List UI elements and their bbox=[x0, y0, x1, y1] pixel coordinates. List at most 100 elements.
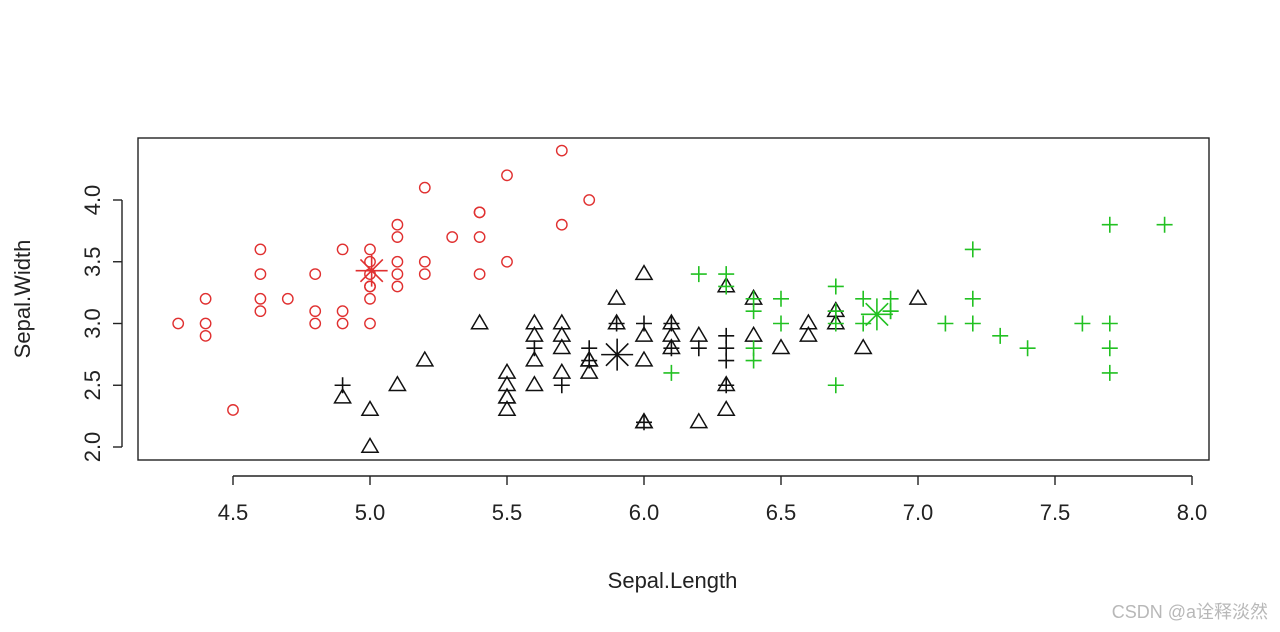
y-tick-label: 4.0 bbox=[80, 185, 105, 216]
data-point-plus bbox=[1101, 315, 1118, 332]
data-point-triangle bbox=[634, 264, 654, 281]
data-point-triangle bbox=[497, 362, 517, 379]
data-point-plus bbox=[1101, 340, 1118, 357]
data-point-triangle bbox=[689, 412, 709, 429]
data-point-triangle bbox=[470, 313, 489, 330]
data-point-triangle bbox=[388, 375, 407, 392]
data-point-plus bbox=[553, 377, 570, 394]
data-point-plus bbox=[827, 377, 844, 394]
y-tick-label: 3.5 bbox=[80, 246, 105, 277]
data-point-circle bbox=[336, 243, 349, 256]
data-point-circle bbox=[391, 218, 404, 231]
data-point-circle bbox=[254, 292, 267, 305]
x-tick-label: 6.5 bbox=[766, 500, 797, 525]
data-point-plus bbox=[608, 315, 625, 332]
data-point-plus bbox=[690, 266, 707, 283]
data-point-triangle bbox=[497, 399, 517, 416]
data-point-triangle bbox=[716, 399, 736, 416]
data-point-circle bbox=[555, 144, 568, 157]
data-point-plus bbox=[827, 303, 844, 320]
data-point-plus bbox=[1074, 315, 1091, 332]
data-point-triangle bbox=[799, 313, 818, 330]
cluster-center-marker bbox=[355, 254, 388, 287]
data-point-plus bbox=[964, 290, 981, 307]
data-point-plus bbox=[636, 414, 652, 431]
data-point-circle bbox=[555, 218, 568, 231]
data-point-plus bbox=[773, 290, 789, 307]
data-point-triangle bbox=[908, 288, 928, 305]
data-point-triangle bbox=[525, 375, 544, 392]
data-point-circle bbox=[501, 255, 513, 268]
x-tick-label: 6.0 bbox=[629, 500, 660, 525]
data-point-circle bbox=[583, 194, 596, 206]
x-tick-label: 7.5 bbox=[1040, 500, 1071, 525]
data-point-plus bbox=[663, 364, 680, 381]
data-point-triangle bbox=[415, 350, 435, 367]
data-point-plus bbox=[745, 290, 762, 307]
data-point-plus bbox=[526, 340, 543, 357]
data-point-circle bbox=[199, 329, 212, 342]
data-point-circle bbox=[309, 317, 322, 330]
data-point-circle bbox=[501, 169, 513, 182]
data-point-circle bbox=[364, 280, 376, 293]
data-point-circle bbox=[364, 292, 376, 305]
data-point-triangle bbox=[497, 387, 517, 404]
data-point-circle bbox=[391, 268, 404, 280]
data-point-plus bbox=[690, 340, 707, 357]
x-tick-label: 4.5 bbox=[218, 500, 249, 525]
data-point-circle bbox=[418, 181, 431, 194]
data-point-circle bbox=[364, 255, 376, 268]
x-tick-label: 7.0 bbox=[903, 500, 934, 525]
cluster-center-marker bbox=[860, 298, 893, 331]
data-point-circle bbox=[227, 404, 239, 416]
data-point-plus bbox=[964, 315, 981, 332]
data-point-triangle bbox=[853, 338, 873, 355]
data-point-circle bbox=[391, 231, 404, 243]
data-point-plus bbox=[1101, 216, 1118, 233]
data-point-plus bbox=[745, 340, 762, 357]
data-point-circle bbox=[473, 206, 486, 219]
data-point-triangle bbox=[360, 437, 380, 454]
data-point-plus bbox=[937, 315, 954, 332]
data-point-circle bbox=[336, 305, 349, 318]
data-point-plus bbox=[855, 290, 872, 307]
data-point-plus bbox=[636, 315, 652, 332]
data-point-plus bbox=[718, 266, 735, 283]
data-point-triangle bbox=[634, 325, 654, 342]
data-point-triangle bbox=[552, 338, 572, 355]
data-point-circle bbox=[199, 292, 212, 305]
data-point-circle bbox=[172, 317, 185, 330]
data-point-circle bbox=[309, 268, 322, 280]
data-point-plus bbox=[827, 278, 844, 295]
data-point-triangle bbox=[360, 399, 380, 416]
data-point-triangle bbox=[579, 362, 599, 379]
y-tick-label: 3.0 bbox=[80, 308, 105, 339]
data-point-triangle bbox=[634, 350, 654, 367]
data-point-circle bbox=[473, 231, 486, 243]
data-point-triangle bbox=[552, 362, 572, 379]
data-point-plus bbox=[663, 340, 680, 357]
plot-frame bbox=[137, 137, 1210, 461]
data-point-plus bbox=[581, 340, 598, 357]
data-point-triangle bbox=[333, 387, 352, 404]
y-tick-label: 2.0 bbox=[80, 432, 105, 463]
x-tick-label: 5.5 bbox=[492, 500, 523, 525]
data-point-triangle bbox=[744, 325, 763, 342]
data-point-plus bbox=[1019, 340, 1036, 357]
watermark-text: CSDN @a诠释淡然 bbox=[1111, 602, 1268, 622]
y-axis-title: Sepal.Width bbox=[10, 240, 35, 359]
x-axis-title: Sepal.Length bbox=[608, 568, 738, 593]
data-point-triangle bbox=[799, 325, 818, 342]
x-tick-label: 8.0 bbox=[1177, 500, 1208, 525]
data-point-plus bbox=[992, 327, 1009, 344]
data-point-circle bbox=[391, 255, 404, 268]
data-point-circle bbox=[254, 243, 267, 256]
data-point-circle bbox=[254, 305, 267, 318]
data-point-plus bbox=[964, 241, 981, 258]
data-point-triangle bbox=[552, 325, 572, 342]
data-point-circle bbox=[364, 243, 376, 256]
data-point-circle bbox=[309, 305, 322, 318]
data-point-triangle bbox=[525, 350, 544, 367]
